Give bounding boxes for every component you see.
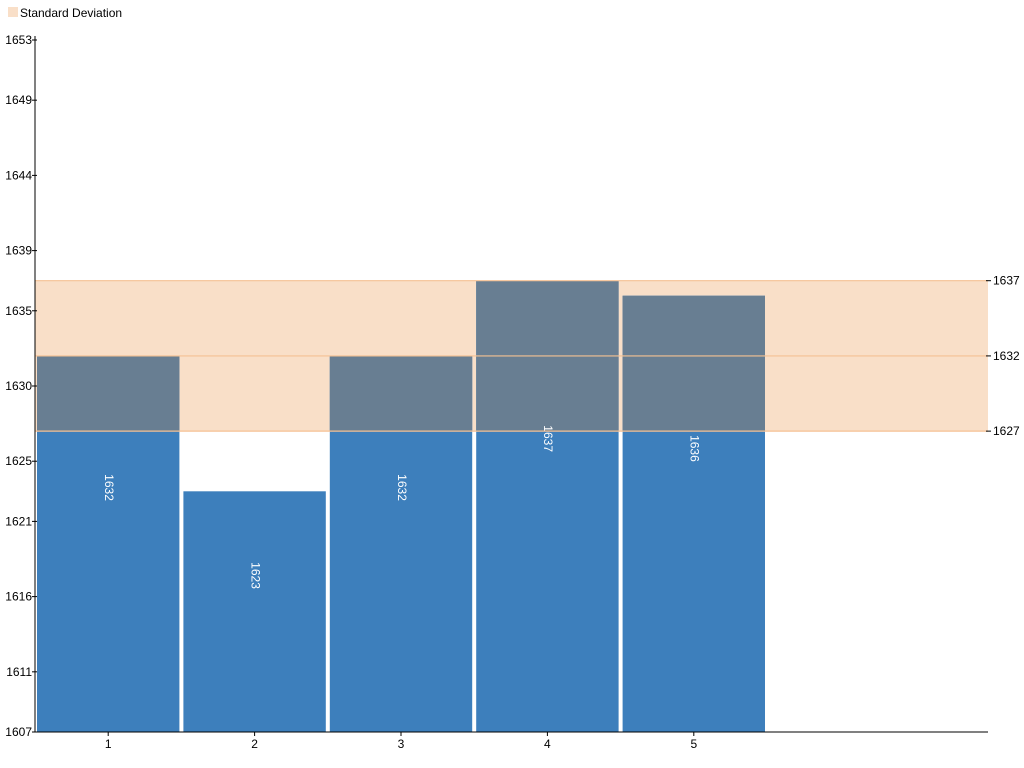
bar-value-label: 1636 xyxy=(688,435,702,462)
y-tick-label: 1625 xyxy=(5,454,32,468)
bar-band-overlap xyxy=(37,355,180,432)
x-tick-label: 1 xyxy=(105,737,112,751)
bar-value-label: 1632 xyxy=(102,474,116,501)
bar-3: 1632 xyxy=(329,355,473,732)
x-tick-label: 5 xyxy=(690,737,697,751)
right-tick-label: 1637 xyxy=(993,274,1020,288)
x-tick-label: 4 xyxy=(544,737,551,751)
bar-band-overlap xyxy=(329,355,473,432)
y-tick-label: 1611 xyxy=(6,665,32,679)
legend-swatch xyxy=(8,7,18,17)
right-tick-label: 1632 xyxy=(993,349,1020,363)
bar-value-label: 1632 xyxy=(395,474,409,501)
axes: 1607 1611 1616 1621 1625 1630 1635 1639 1644 1649… xyxy=(5,33,1020,751)
bar-band-overlap xyxy=(622,295,765,432)
bar-value-label: 1623 xyxy=(248,562,262,589)
x-tick-label: 2 xyxy=(251,737,258,751)
y-tick-label: 1635 xyxy=(5,304,32,318)
y-tick-label: 1639 xyxy=(5,244,32,258)
y-tick-label: 1649 xyxy=(5,93,32,107)
plot-area: 1632 1623 1632 1637 1636 xyxy=(35,280,988,732)
bar-value-label: 1637 xyxy=(541,425,555,452)
right-tick-label: 1627 xyxy=(993,424,1020,438)
x-tick-label: 3 xyxy=(398,737,405,751)
y-tick-label: 1607 xyxy=(5,725,32,739)
bar-1: 1632 xyxy=(37,355,180,732)
legend: Standard Deviation xyxy=(8,6,122,20)
y-tick-label: 1653 xyxy=(5,33,32,47)
legend-label: Standard Deviation xyxy=(20,6,122,20)
bar-4: 1637 xyxy=(476,280,619,732)
y-tick-label: 1644 xyxy=(5,168,32,182)
bar-5: 1636 xyxy=(622,295,765,732)
y-tick-label: 1630 xyxy=(5,379,32,393)
bar xyxy=(183,491,326,732)
bar-2: 1623 xyxy=(183,491,326,732)
y-tick-label: 1616 xyxy=(5,590,32,604)
y-tick-label: 1621 xyxy=(5,514,32,528)
